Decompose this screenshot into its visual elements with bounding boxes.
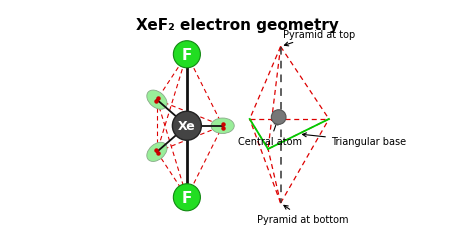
Ellipse shape bbox=[147, 91, 167, 110]
Text: Pyramid at bottom: Pyramid at bottom bbox=[257, 206, 349, 224]
Text: Xe: Xe bbox=[178, 120, 196, 133]
Text: Central atom: Central atom bbox=[238, 121, 302, 147]
Text: F: F bbox=[182, 190, 192, 205]
Text: XeF₂ electron geometry: XeF₂ electron geometry bbox=[136, 18, 338, 32]
Ellipse shape bbox=[147, 143, 167, 162]
Circle shape bbox=[271, 110, 286, 125]
Text: Pyramid at top: Pyramid at top bbox=[283, 30, 355, 47]
Circle shape bbox=[173, 184, 201, 211]
Text: Triangular base: Triangular base bbox=[302, 133, 406, 147]
Circle shape bbox=[173, 42, 201, 68]
Circle shape bbox=[173, 112, 201, 141]
Text: F: F bbox=[182, 48, 192, 62]
Ellipse shape bbox=[211, 118, 234, 134]
